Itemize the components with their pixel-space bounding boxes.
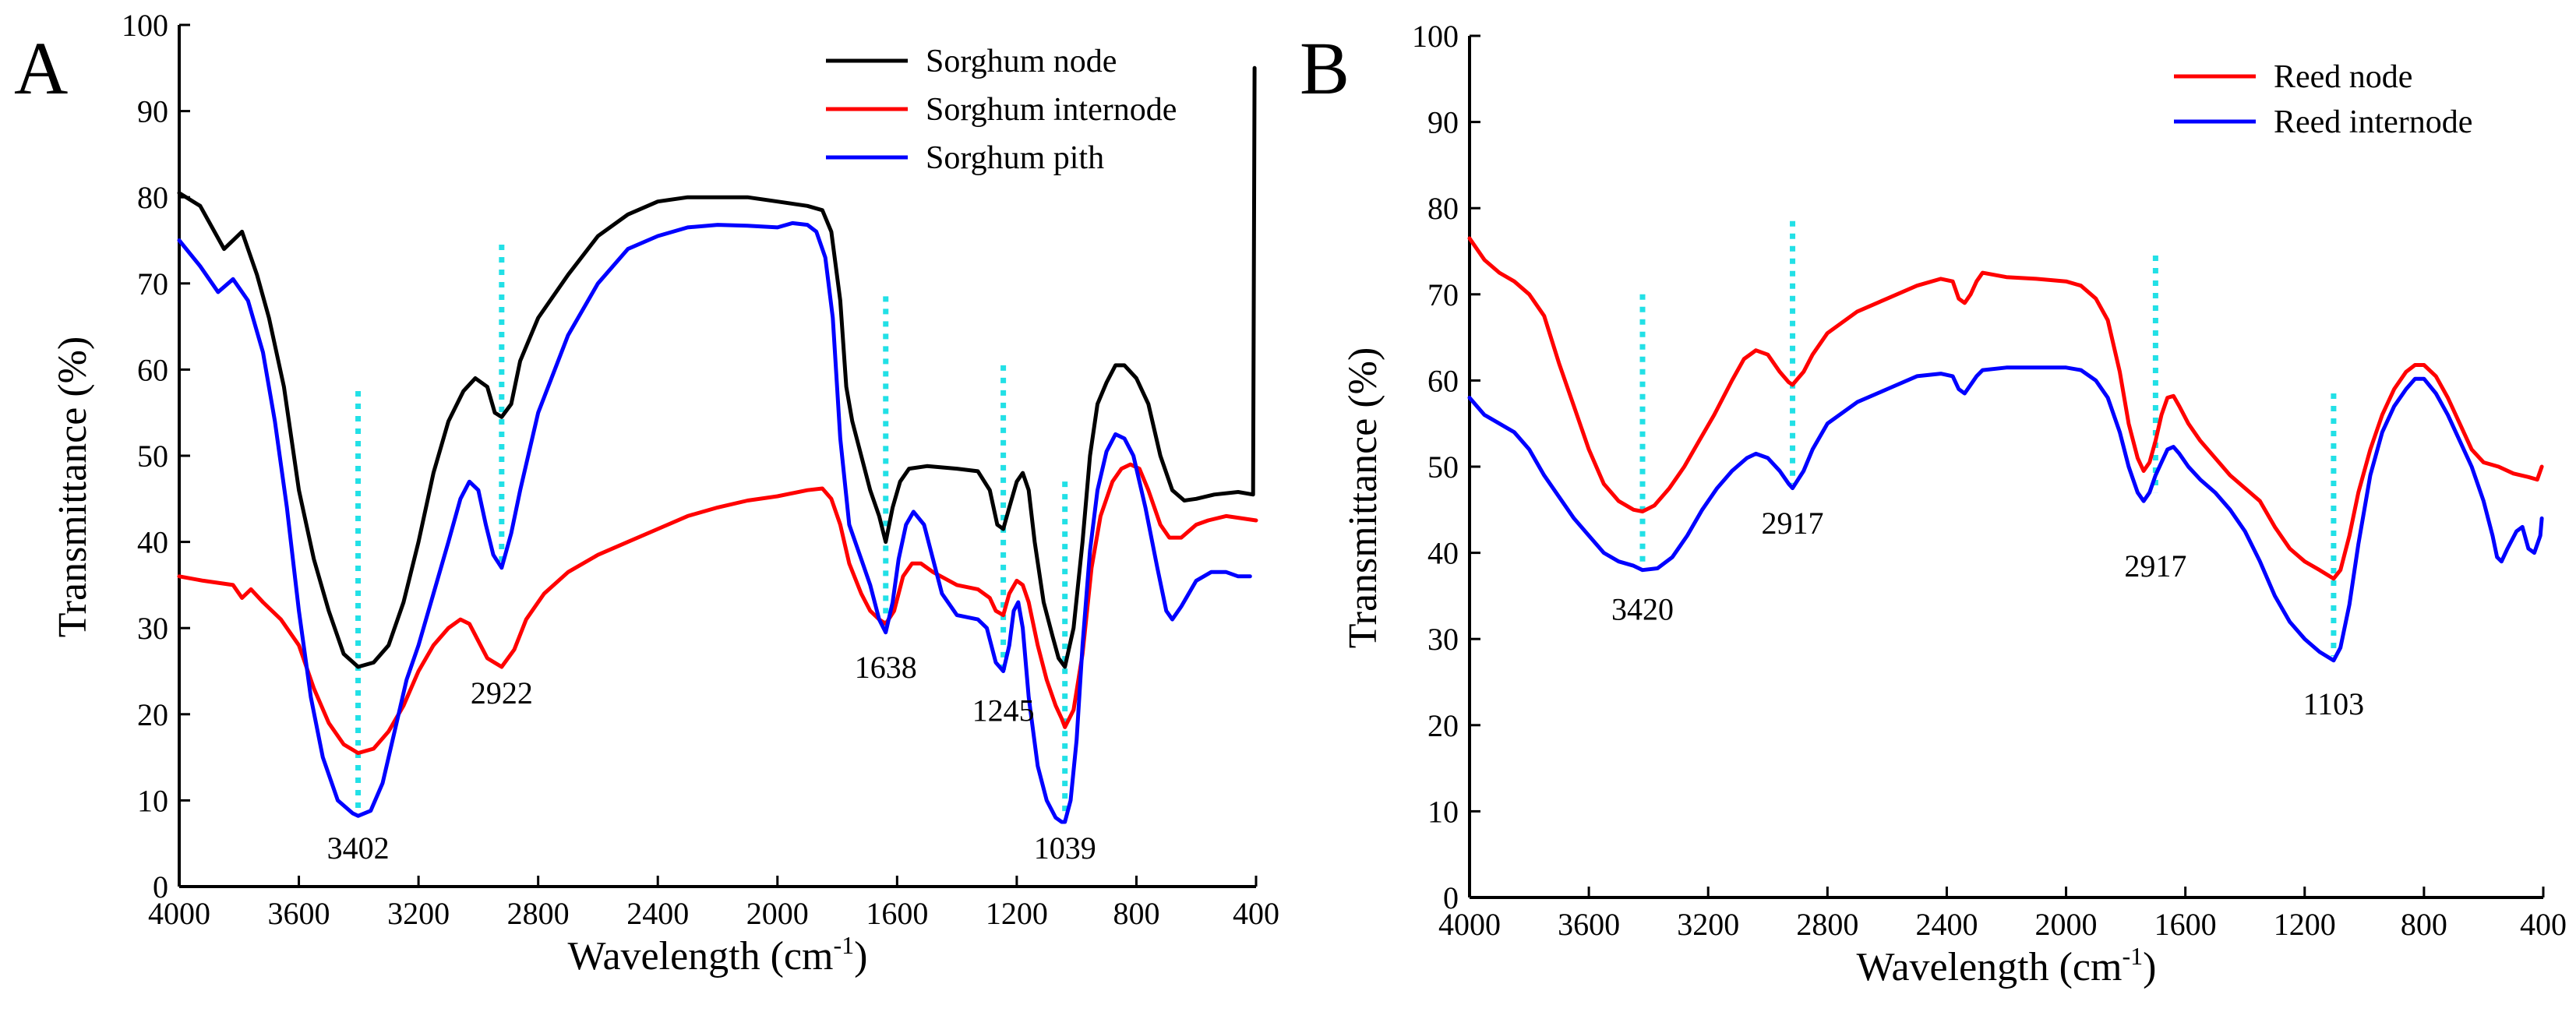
x-axis-title-sup: -1 xyxy=(2122,942,2143,970)
x-axis-title-main: Wavelength (cm xyxy=(568,934,834,979)
y-tick-label: 50 xyxy=(1427,450,1459,485)
x-tick-label: 4000 xyxy=(1438,907,1501,942)
peak-label: 1103 xyxy=(2303,686,2365,721)
peak-label: 1245 xyxy=(972,693,1035,728)
legend-label: Reed node xyxy=(2274,59,2412,95)
y-tick-label: 70 xyxy=(1427,277,1459,312)
x-tick-label: 2800 xyxy=(507,896,570,931)
y-tick-label: 100 xyxy=(122,8,168,43)
x-tick-label: 2400 xyxy=(626,896,689,931)
peak-label: 1638 xyxy=(855,650,917,685)
legend-label: Sorghum internode xyxy=(926,92,1177,128)
y-tick-label: 40 xyxy=(1427,536,1459,571)
x-tick-label: 3200 xyxy=(387,896,450,931)
y-tick-label: 20 xyxy=(1427,708,1459,743)
panel-letter: B xyxy=(1300,26,1350,110)
x-tick-label: 2800 xyxy=(1796,907,1858,942)
panel-a: A 0 10 20 30 40 50 60 70 80 90 100 4000 3600 3200 2800 2… xyxy=(14,8,1279,979)
series-line-reed-internode xyxy=(1467,365,2544,663)
y-tick-label: 10 xyxy=(1427,794,1459,829)
legend-label: Reed internode xyxy=(2274,104,2472,140)
x-tick-label: 2000 xyxy=(2035,907,2098,942)
x-tick-label: 1200 xyxy=(986,896,1048,931)
x-tick-label: 3600 xyxy=(1558,907,1620,942)
y-tick-label: 10 xyxy=(137,783,168,818)
legend: Sorghum node Sorghum internode Sorghum pit… xyxy=(826,44,1177,176)
y-tick-label: 70 xyxy=(137,266,168,301)
y-tick-label: 0 xyxy=(153,869,168,904)
y-axis-title: Transmittance (%) xyxy=(1341,347,1385,649)
peak-label: 2917 xyxy=(1762,506,1824,541)
x-tick-label: 3200 xyxy=(1677,907,1739,942)
x-axis-title-sup: -1 xyxy=(833,931,854,959)
x-tick-label: 2000 xyxy=(746,896,809,931)
series-line-sorghum-pith xyxy=(177,220,1252,824)
y-tick-label: 20 xyxy=(137,697,168,732)
y-tick-label: 0 xyxy=(1443,880,1459,915)
x-axis-title-end: ) xyxy=(854,934,867,979)
y-tick-label: 30 xyxy=(1427,622,1459,657)
y-tick-label: 80 xyxy=(1427,191,1459,226)
legend-label: Sorghum node xyxy=(926,44,1117,79)
x-axis-title: Wavelength (cm-1) xyxy=(568,931,868,979)
x-tick-label: 400 xyxy=(2520,907,2567,942)
peak-label: 3402 xyxy=(327,830,390,866)
peak-label: 2922 xyxy=(471,675,533,711)
y-tick-label: 80 xyxy=(137,180,168,215)
x-tick-label: 2400 xyxy=(1915,907,1978,942)
series-line-sorghum-node xyxy=(177,65,1257,669)
y-tick-label: 50 xyxy=(137,439,168,474)
peak-label: 1039 xyxy=(1034,830,1096,866)
y-tick-label: 90 xyxy=(137,94,168,129)
y-tick-label: 100 xyxy=(1412,19,1459,54)
x-tick-label: 4000 xyxy=(148,896,210,931)
y-axis-title: Transmittance (%) xyxy=(51,337,95,638)
x-axis-title-main: Wavelength (cm xyxy=(1857,945,2123,989)
panel-b: B 0 10 20 30 40 50 60 70 80 90 100 4000 3600 3200 2800 2… xyxy=(1300,19,2567,989)
legend: Reed node Reed internode xyxy=(2174,59,2472,140)
x-tick-label: 800 xyxy=(1113,896,1159,931)
legend-label: Sorghum pith xyxy=(926,140,1104,176)
x-tick-label: 400 xyxy=(1233,896,1279,931)
series-line-sorghum-internode xyxy=(177,462,1258,756)
x-tick-label: 3600 xyxy=(268,896,330,931)
peak-label: 2917 xyxy=(2124,548,2186,584)
y-tick-label: 60 xyxy=(137,352,168,387)
x-tick-label: 800 xyxy=(2401,907,2447,942)
x-axis-title: Wavelength (cm-1) xyxy=(1857,942,2157,989)
x-axis-title-end: ) xyxy=(2143,945,2156,989)
y-tick-label: 40 xyxy=(137,525,168,560)
panel-letter: A xyxy=(14,26,68,110)
series-line-reed-node xyxy=(1467,236,2544,581)
peak-label: 3420 xyxy=(1611,591,1674,626)
y-tick-label: 30 xyxy=(137,611,168,646)
x-tick-label: 1600 xyxy=(2154,907,2217,942)
x-tick-label: 1600 xyxy=(866,896,928,931)
x-tick-label: 1200 xyxy=(2274,907,2336,942)
y-tick-label: 90 xyxy=(1427,105,1459,140)
y-tick-label: 60 xyxy=(1427,363,1459,398)
